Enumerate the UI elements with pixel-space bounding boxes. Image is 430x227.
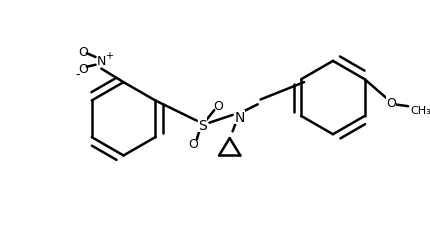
Text: O: O: [78, 63, 88, 76]
Text: O: O: [78, 46, 88, 59]
Text: +: +: [105, 51, 113, 61]
Text: N: N: [233, 110, 244, 124]
Text: S: S: [198, 118, 206, 132]
Text: O: O: [187, 138, 197, 151]
Text: O: O: [213, 99, 223, 112]
Text: CH₃: CH₃: [409, 106, 430, 116]
Text: -: -: [75, 68, 79, 81]
Text: O: O: [385, 96, 395, 109]
Text: N: N: [96, 55, 106, 68]
